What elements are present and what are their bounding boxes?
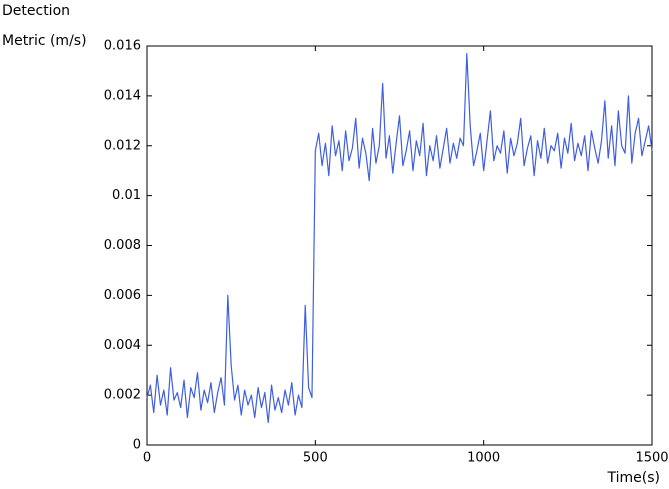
- data-line: [146, 52, 653, 424]
- plot-frame: [146, 45, 653, 446]
- y-tick-label: 0.014: [104, 88, 141, 103]
- y-axis-label: Detection Metric (m/s): [2, 3, 87, 49]
- y-tick-label: 0.008: [104, 238, 141, 253]
- y-tick-label: 0.004: [104, 338, 141, 353]
- y-tick-label: 0.006: [104, 288, 141, 303]
- x-tick-label: 1500: [635, 451, 668, 466]
- y-tick-label: 0.01: [112, 188, 141, 203]
- x-tick-label: 500: [303, 451, 328, 466]
- y-tick-label: 0.002: [104, 388, 141, 403]
- x-tick-label: 1000: [467, 451, 500, 466]
- y-tick-label: 0.016: [104, 39, 141, 54]
- y-tick-label: 0: [133, 438, 141, 453]
- y-tick-label: 0.012: [104, 138, 141, 153]
- x-tick-label: 0: [143, 451, 151, 466]
- x-axis-label: Time(s): [607, 470, 660, 486]
